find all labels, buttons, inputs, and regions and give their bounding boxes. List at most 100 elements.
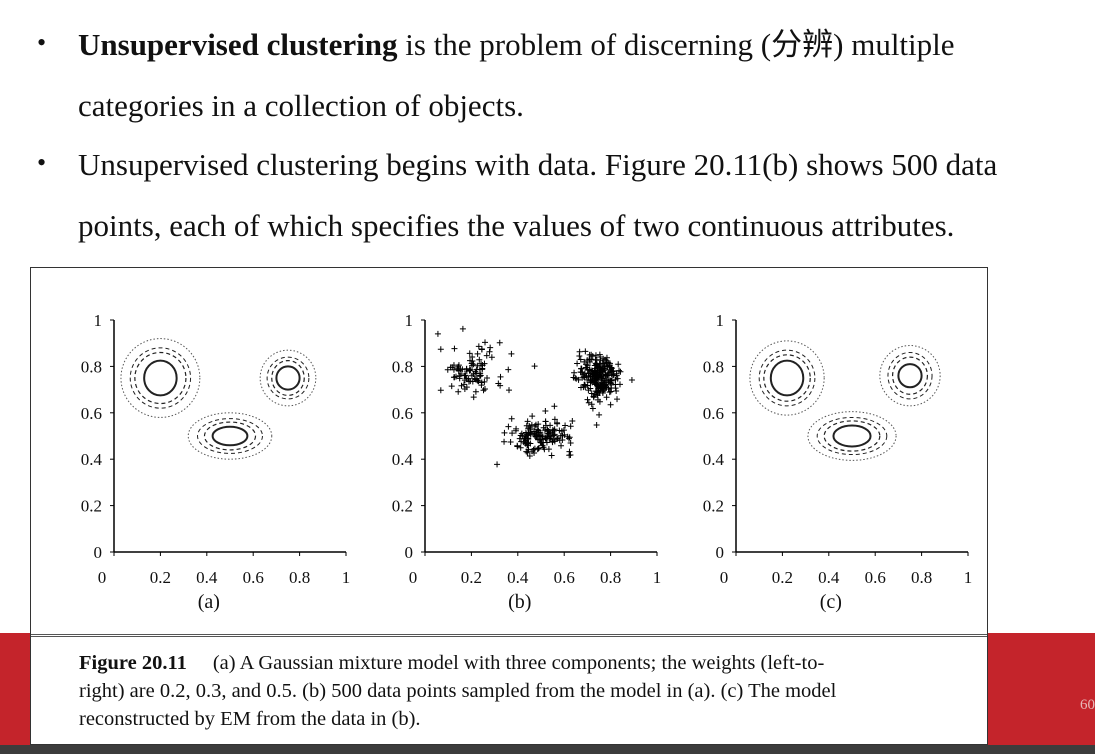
data-point — [588, 390, 595, 397]
x-tick-label: 1 — [964, 568, 973, 587]
slide-edge-bar-left — [0, 633, 30, 745]
data-point — [589, 367, 596, 374]
data-point — [616, 381, 623, 388]
data-point — [531, 363, 538, 370]
data-point — [585, 399, 592, 406]
data-point — [592, 360, 599, 367]
mixture-component — [879, 345, 941, 407]
data-point — [599, 360, 606, 367]
data-point — [597, 381, 604, 388]
data-point — [497, 382, 504, 389]
data-point — [613, 387, 620, 394]
contour-ring — [129, 347, 192, 409]
data-point — [524, 418, 531, 425]
data-point — [558, 428, 565, 435]
contour-ring — [832, 424, 872, 448]
y-tick-label: 0.4 — [392, 450, 414, 469]
data-point — [589, 353, 596, 360]
data-point — [606, 389, 613, 396]
data-point — [542, 422, 549, 429]
data-point — [603, 359, 610, 366]
contour-ring — [807, 411, 897, 461]
data-point — [608, 371, 615, 378]
figure-plots: 0 0.2 0.4 0.6 0.8 1 0 0.2 0.4 0.6 0.8 1 (a) 0 0.2 0.4 0.… — [81, 311, 973, 613]
data-point — [454, 365, 461, 372]
x-tick-label: 0.8 — [289, 568, 310, 587]
caption-label: Figure 20.11 — [79, 652, 187, 674]
y-tick-label: 0.2 — [81, 497, 102, 516]
caption-line: right) are 0.2, 0.3, and 0.5. (b) 500 da… — [79, 680, 837, 702]
data-point — [501, 429, 508, 436]
x-tick-label: 0.8 — [911, 568, 932, 587]
data-point — [481, 378, 488, 385]
data-point — [505, 423, 512, 430]
data-point — [476, 356, 483, 363]
bullet-text: points, each of which specifies the valu… — [78, 208, 955, 243]
data-point — [569, 418, 576, 425]
data-point — [545, 446, 552, 453]
y-tick-label: 0.2 — [392, 497, 413, 516]
contour-ring — [211, 425, 249, 447]
data-point — [531, 428, 538, 435]
data-point — [496, 339, 503, 346]
data-point — [537, 439, 544, 446]
data-point — [517, 432, 524, 439]
data-point — [486, 348, 493, 355]
data-point — [602, 377, 609, 384]
data-point — [451, 345, 458, 352]
mixture-component — [120, 338, 201, 418]
y-tick-label: 1 — [405, 311, 414, 330]
data-point — [480, 387, 487, 394]
data-point — [508, 350, 515, 357]
data-point — [602, 362, 609, 369]
data-point — [610, 367, 617, 374]
data-point — [567, 423, 574, 430]
contour-ring — [816, 416, 888, 456]
contour-ring — [275, 365, 301, 391]
panel-c: 0 0.2 0.4 0.6 0.8 1 0 0.2 0.4 0.6 0.8 1 (c) — [703, 311, 973, 613]
data-point — [497, 373, 504, 380]
data-point — [580, 371, 587, 378]
data-point — [470, 394, 477, 401]
data-point — [455, 388, 462, 395]
data-point — [535, 444, 542, 451]
data-point — [587, 374, 594, 381]
panel-label: (c) — [820, 591, 842, 613]
contour-ring — [143, 359, 178, 397]
y-tick-label: 0.6 — [81, 404, 102, 423]
data-point — [593, 369, 600, 376]
data-point — [531, 449, 538, 456]
data-point — [481, 386, 488, 393]
slide-edge-bar-right — [988, 633, 1095, 745]
data-point — [588, 401, 595, 408]
data-point — [570, 374, 577, 381]
data-point — [628, 377, 635, 384]
data-point — [596, 398, 603, 405]
data-point — [558, 442, 565, 449]
data-point — [459, 366, 466, 373]
contour-ring — [120, 338, 201, 418]
data-point — [593, 421, 600, 428]
data-point — [448, 383, 455, 390]
data-point — [523, 448, 530, 455]
data-point — [584, 396, 591, 403]
data-point — [617, 368, 624, 375]
x-tick-label: 0.2 — [461, 568, 482, 587]
data-point — [589, 405, 596, 412]
data-point — [600, 385, 607, 392]
bullet-dot: • — [37, 28, 47, 57]
data-point — [514, 442, 521, 449]
x-tick-label: 0.4 — [196, 568, 218, 587]
data-point — [505, 366, 512, 373]
contour-ring — [769, 359, 805, 397]
slide-bottom-strip — [0, 745, 1095, 754]
panel-a: 0 0.2 0.4 0.6 0.8 1 0 0.2 0.4 0.6 0.8 1 (a) — [81, 311, 351, 613]
data-point — [591, 379, 598, 386]
x-tick-label: 0.6 — [243, 568, 264, 587]
data-point — [616, 367, 623, 374]
data-point — [581, 370, 588, 377]
data-point — [606, 366, 613, 373]
data-point — [586, 356, 593, 363]
data-point — [551, 416, 558, 423]
contour-ring — [758, 349, 816, 407]
